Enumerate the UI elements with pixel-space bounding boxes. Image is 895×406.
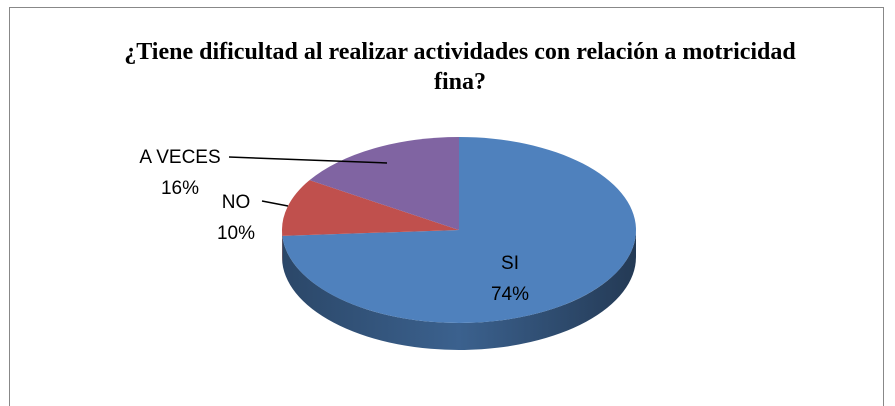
slice-value-label: 16% xyxy=(161,178,199,199)
chart-frame xyxy=(9,7,884,406)
chart-title: ¿Tiene dificultad al realizar actividade… xyxy=(124,39,796,95)
slice-label: NO xyxy=(222,192,251,213)
leader-line xyxy=(261,200,289,207)
slice-label: SI xyxy=(501,253,519,274)
slice-value-label: 10% xyxy=(217,223,255,244)
slice-value-label: 74% xyxy=(491,284,529,305)
slice-label: A VECES xyxy=(139,147,220,168)
leader-line xyxy=(228,156,388,164)
slice xyxy=(282,137,636,324)
slice xyxy=(309,137,459,230)
slice-side xyxy=(282,230,636,350)
slice xyxy=(282,180,459,236)
